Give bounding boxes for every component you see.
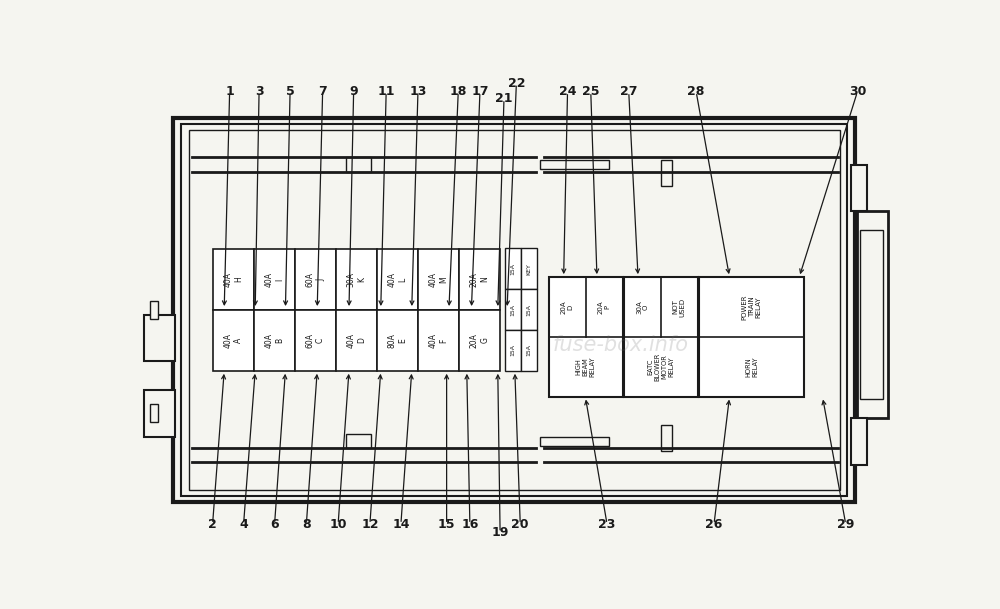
Bar [857, 211, 888, 418]
Text: 80A
E: 80A E [388, 333, 407, 348]
Text: 20A
D: 20A D [561, 300, 574, 314]
Text: 20A
N: 20A N [470, 272, 489, 287]
Bar [521, 330, 537, 371]
Text: 13: 13 [409, 85, 427, 98]
Text: 15A: 15A [510, 263, 515, 275]
Bar [540, 160, 609, 169]
Text: 40A
H: 40A H [223, 272, 243, 287]
Text: 17: 17 [471, 85, 489, 98]
Bar [295, 310, 336, 371]
Text: 25: 25 [582, 85, 600, 98]
Text: 19: 19 [491, 526, 509, 539]
Text: 9: 9 [349, 85, 358, 98]
Text: 26: 26 [705, 518, 723, 530]
Text: fuse-box.info: fuse-box.info [553, 335, 689, 355]
Bar [213, 249, 254, 310]
Text: 40A
B: 40A B [264, 333, 284, 348]
Text: 23: 23 [598, 518, 616, 530]
Text: 15A: 15A [510, 304, 515, 315]
Text: 22: 22 [508, 77, 525, 90]
Bar [254, 249, 295, 310]
Text: 30: 30 [849, 85, 866, 98]
Text: KEY: KEY [527, 263, 532, 275]
Bar [540, 437, 609, 446]
Text: NOT
USED: NOT USED [673, 297, 686, 317]
Bar [213, 310, 254, 371]
Text: 20A
G: 20A G [470, 333, 489, 348]
Text: 15A: 15A [527, 345, 532, 356]
Bar [181, 124, 847, 496]
Text: 10: 10 [329, 518, 347, 530]
Bar [346, 158, 371, 172]
Text: 30A
O: 30A O [636, 300, 649, 314]
Bar [346, 434, 371, 448]
Text: 24: 24 [559, 85, 576, 98]
Text: EATC
BLOWER
MOTOR
RELAY: EATC BLOWER MOTOR RELAY [647, 353, 674, 381]
Text: 29: 29 [837, 518, 854, 530]
Bar [377, 310, 418, 371]
Text: 60A
C: 60A C [306, 333, 325, 348]
Bar [661, 425, 672, 451]
Bar [336, 310, 377, 371]
Bar [699, 277, 804, 396]
Bar [521, 248, 537, 289]
Text: 14: 14 [392, 518, 410, 530]
Text: 40A
F: 40A F [429, 333, 448, 348]
Bar [150, 404, 158, 423]
Bar [851, 418, 867, 465]
Text: 6: 6 [270, 518, 279, 530]
Text: 40A
A: 40A A [223, 333, 243, 348]
Text: 4: 4 [239, 518, 248, 530]
Text: 40A
M: 40A M [429, 272, 448, 287]
Text: 8: 8 [302, 518, 311, 530]
Bar [624, 277, 698, 396]
Text: 1: 1 [225, 85, 234, 98]
Bar [418, 310, 459, 371]
Text: 2: 2 [208, 518, 217, 530]
Text: 40A
L: 40A L [388, 272, 407, 287]
Bar [505, 330, 521, 371]
Bar [505, 248, 521, 289]
Text: 40A
D: 40A D [347, 333, 366, 348]
Bar [661, 160, 672, 186]
Text: 3: 3 [255, 85, 263, 98]
Text: 20A
P: 20A P [598, 300, 611, 314]
Bar [521, 289, 537, 330]
Text: 40A
I: 40A I [264, 272, 284, 287]
Text: HORN
RELAY: HORN RELAY [745, 356, 758, 377]
Text: 5: 5 [286, 85, 294, 98]
Text: 15A: 15A [527, 304, 532, 315]
Bar [173, 118, 855, 502]
Text: 11: 11 [377, 85, 395, 98]
Text: 20: 20 [512, 518, 529, 530]
Text: 15A: 15A [510, 345, 515, 356]
Text: POWER
TRAIN
RELAY: POWER TRAIN RELAY [742, 294, 762, 320]
Text: 15: 15 [438, 518, 455, 530]
Bar [150, 300, 158, 319]
Bar [459, 249, 500, 310]
Text: 60A
J: 60A J [306, 272, 325, 287]
Bar [377, 249, 418, 310]
Text: 12: 12 [361, 518, 379, 530]
Bar [549, 277, 623, 396]
Bar [336, 249, 377, 310]
Bar [295, 249, 336, 310]
Bar [459, 310, 500, 371]
Bar [254, 310, 295, 371]
Bar [144, 315, 175, 362]
Bar [144, 390, 175, 437]
Text: 7: 7 [318, 85, 327, 98]
Bar [189, 130, 840, 490]
Text: 27: 27 [620, 85, 638, 98]
Text: 21: 21 [495, 93, 513, 105]
Bar [860, 230, 883, 399]
Text: 16: 16 [461, 518, 479, 530]
Text: 28: 28 [687, 85, 705, 98]
Text: 18: 18 [450, 85, 467, 98]
Text: HIGH
BEAM
RELAY: HIGH BEAM RELAY [576, 356, 596, 377]
Bar [851, 164, 867, 211]
Bar [418, 249, 459, 310]
Text: 30A
K: 30A K [347, 272, 366, 287]
Bar [505, 289, 521, 330]
